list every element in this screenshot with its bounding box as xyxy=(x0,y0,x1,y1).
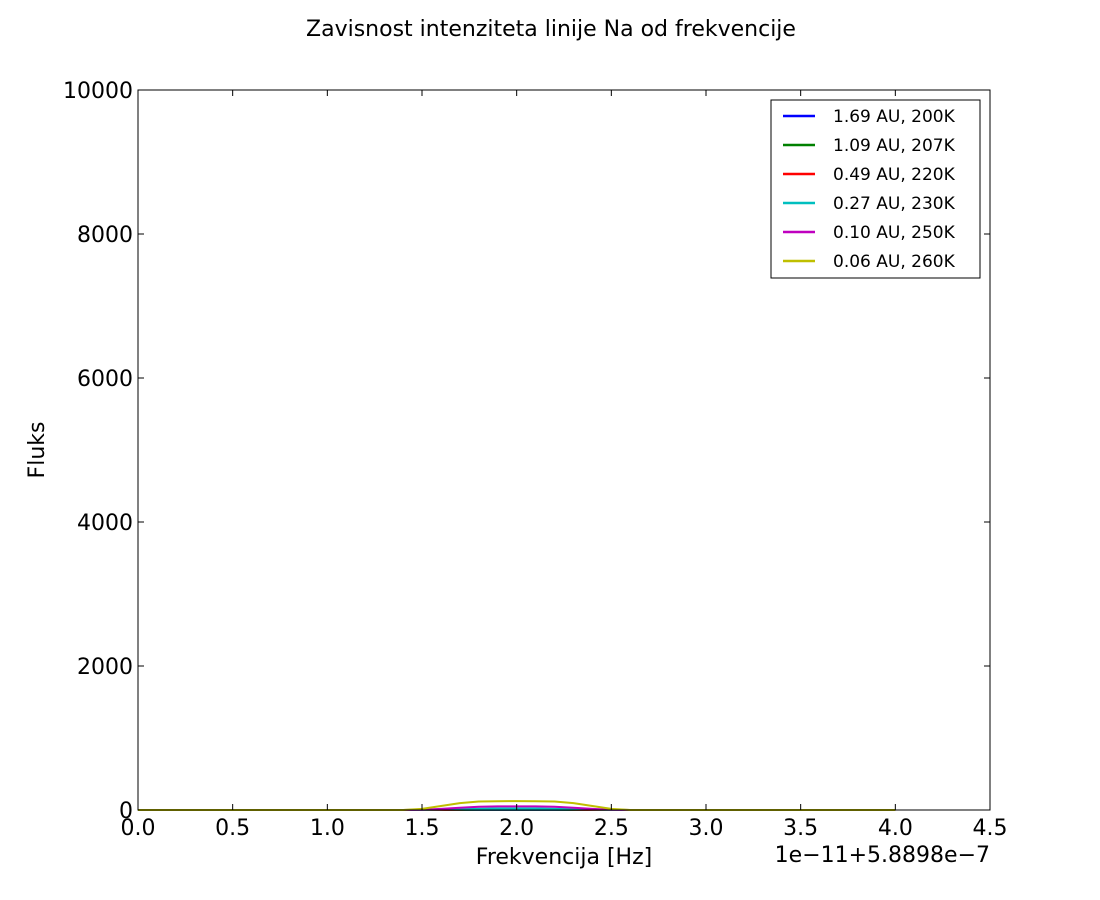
x-tick-label: 3.0 xyxy=(689,816,724,841)
y-tick-label: 6000 xyxy=(77,367,133,392)
x-axis-label: Frekvencija [Hz] xyxy=(476,845,652,870)
x-axis-ticks: 0.0 0.5 1.0 1.5 2.0 2.5 3.0 3.5 4.0 4.5 xyxy=(121,90,1008,841)
legend-label: 0.49 AU, 220K xyxy=(833,165,956,185)
legend-label: 1.69 AU, 200K xyxy=(833,107,956,127)
x-tick-label: 1.0 xyxy=(310,816,345,841)
x-tick-label: 3.5 xyxy=(783,816,818,841)
y-axis-ticks: 0 2000 4000 6000 8000 10000 xyxy=(63,79,990,824)
x-tick-label: 1.5 xyxy=(405,816,440,841)
y-axis-label: Fluks xyxy=(25,422,50,479)
plot-frame xyxy=(137,89,991,811)
x-tick-label: 2.5 xyxy=(594,816,629,841)
legend-label: 0.27 AU, 230K xyxy=(833,194,956,214)
x-tick-label: 0.0 xyxy=(121,816,156,841)
legend: 1.69 AU, 200K 1.09 AU, 207K 0.49 AU, 220K 0… xyxy=(770,99,981,279)
y-tick-label: 0 xyxy=(119,799,133,824)
legend-label: 1.09 AU, 207K xyxy=(833,136,956,156)
chart-title: Zavisnost intenziteta linije Na od frekv… xyxy=(306,17,796,42)
x-tick-label: 0.5 xyxy=(215,816,250,841)
x-tick-label: 2.0 xyxy=(499,816,534,841)
legend-label: 0.06 AU, 260K xyxy=(833,252,956,272)
y-tick-label: 8000 xyxy=(77,223,133,248)
x-tick-label: 4.5 xyxy=(973,816,1008,841)
y-tick-label: 4000 xyxy=(77,511,133,536)
x-axis-offset-label: 1e−11+5.8898e−7 xyxy=(775,843,990,868)
y-tick-label: 10000 xyxy=(63,79,133,104)
legend-label: 0.10 AU, 250K xyxy=(833,223,956,243)
y-tick-label: 2000 xyxy=(77,655,133,680)
x-tick-label: 4.0 xyxy=(878,816,913,841)
legend-box xyxy=(770,99,981,279)
